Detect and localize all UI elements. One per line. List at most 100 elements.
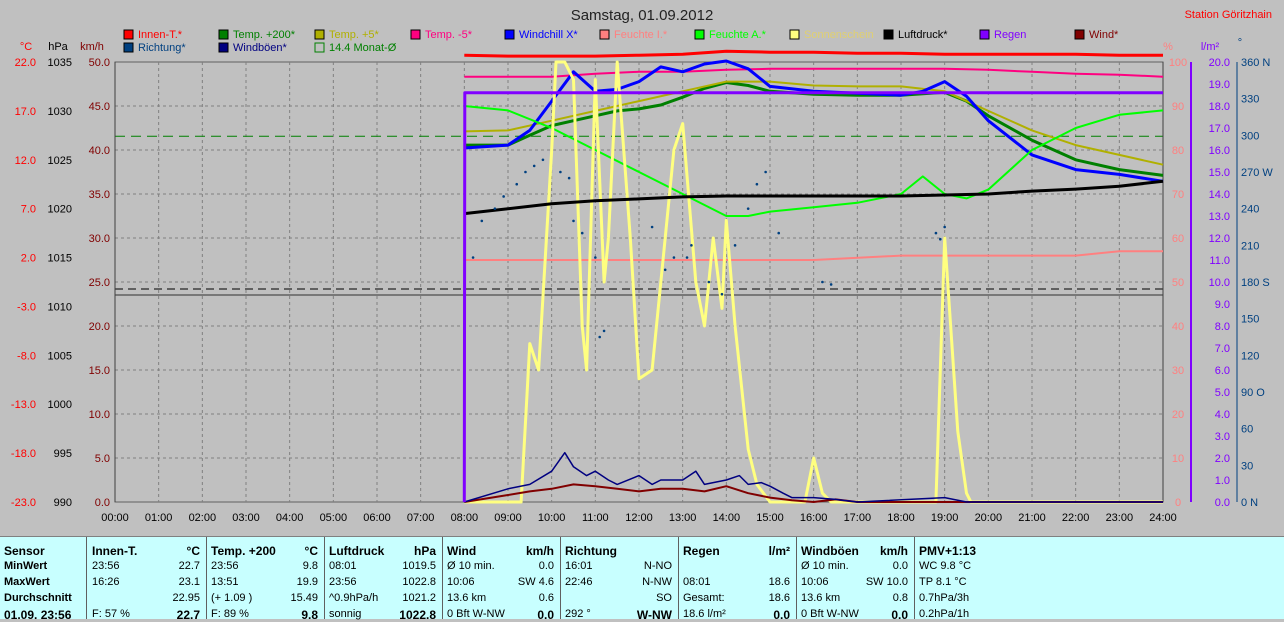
stats-boeen-row: 13.6 km 0.8 <box>801 592 908 604</box>
stats-wind-row: Ø 10 min. 0.0 <box>447 560 554 572</box>
stats-druck-header: Luftdruck <box>329 544 385 558</box>
x-tick-label: 14:00 <box>713 512 741 524</box>
direction-point <box>663 268 667 272</box>
stats-richtung-row: 16:01 N-NO <box>565 560 672 572</box>
series-line <box>464 59 1164 183</box>
legend-label: Temp. -5* <box>425 29 473 41</box>
legend-label: Innen-T.* <box>138 29 183 41</box>
legend-swatch <box>123 29 134 40</box>
direction-point <box>939 237 942 241</box>
stats-pmv-header: PMV+1:13 <box>919 544 977 558</box>
series-line <box>464 105 1164 217</box>
stats-wind-row: 10:06 SW 4.6 <box>447 576 554 588</box>
direction-point <box>685 256 689 259</box>
x-tick-label: 09:00 <box>494 512 522 524</box>
stats-avg-label: Durchschnitt <box>4 592 72 604</box>
direction-tick-label: 60 <box>1241 424 1253 436</box>
legend-swatch <box>314 42 325 53</box>
temp-tick-label: -3.0 <box>17 301 36 313</box>
legend-item: 14.4 Monat-Ø <box>314 42 397 54</box>
rain-tick-label: 7.0 <box>1215 343 1230 355</box>
x-tick-label: 04:00 <box>276 512 304 524</box>
stats-druck-unit: hPa <box>413 544 436 558</box>
stats-innen-row: F: 57 % 22.7 <box>92 608 200 622</box>
stats-regen-row: Gesamt: 18.6 <box>683 592 790 604</box>
x-tick-label: 23:00 <box>1106 512 1134 524</box>
stats-boeen-column: Windböen km/h Ø 10 min. 0.0 10:06 SW 10.0 13.6… <box>797 537 915 622</box>
stats-wind-header: Wind <box>447 544 477 558</box>
stats-innen-row: 23:56 22.7 <box>92 560 200 572</box>
direction-point <box>559 170 562 174</box>
stats-sensor-header: Sensor <box>4 544 45 558</box>
legend-label: Luftdruck* <box>898 29 948 41</box>
axis-unit-label: % <box>1163 41 1173 53</box>
rain-tick-label: 10.0 <box>1209 277 1230 289</box>
grid <box>115 62 1163 502</box>
temp-tick-label: -13.0 <box>11 399 36 411</box>
rain-tick-label: 17.0 <box>1209 123 1230 135</box>
humidity-tick-label: 50 <box>1172 277 1184 289</box>
legend-item: Temp. +5* <box>314 29 380 41</box>
legend-item: Regen <box>979 29 1026 41</box>
pressure-tick-label: 990 <box>54 497 72 509</box>
direction-point <box>672 256 676 259</box>
axis-unit-label: hPa <box>48 41 68 53</box>
direction-point <box>733 244 737 247</box>
stats-innen-column: Innen-T. °C 23:56 22.7 16:26 23.1 22.95 F: 57 %… <box>88 537 207 622</box>
humidity-tick-label: 60 <box>1172 233 1184 245</box>
direction-point <box>515 182 519 186</box>
series-line <box>464 67 1164 78</box>
pressure-tick-label: 1020 <box>48 204 72 216</box>
legend-item: Temp. +200* <box>218 29 296 41</box>
stats-innen-header: Innen-T. <box>92 544 138 558</box>
x-tick-label: 00:00 <box>101 512 129 524</box>
station-name: Station Göritzhain <box>1185 9 1272 21</box>
rain-tick-label: 13.0 <box>1209 211 1230 223</box>
temp-tick-label: -18.0 <box>11 448 36 460</box>
x-tick-label: 05:00 <box>320 512 348 524</box>
rain-tick-label: 14.0 <box>1209 189 1230 201</box>
pressure-tick-label: 1005 <box>48 350 72 362</box>
direction-point <box>934 231 938 235</box>
stats-wind-row: 13.6 km 0.6 <box>447 592 554 604</box>
pressure-tick-label: 995 <box>54 448 72 460</box>
pressure-tick-label: 1015 <box>48 253 72 265</box>
x-tick-label: 21:00 <box>1018 512 1046 524</box>
humidity-tick-label: 30 <box>1172 365 1184 377</box>
rain-tick-label: 20.0 <box>1209 57 1230 69</box>
rain-tick-label: 12.0 <box>1209 233 1230 245</box>
wind-tick-label: 10.0 <box>89 409 110 421</box>
stats-innen-row: 16:26 23.1 <box>92 576 200 588</box>
direction-point <box>746 207 750 210</box>
stats-pmv-row: WC 9.8 °C <box>919 560 972 572</box>
stats-pmv-column: PMV+1:13 WC 9.8 °C TP 8.1 °C 0.7hPa/3h 0… <box>915 537 1025 620</box>
direction-point <box>829 283 833 286</box>
stats-pmv-row: 0.7hPa/3h <box>919 592 970 604</box>
series-line <box>464 81 1164 177</box>
pressure-tick-label: 1025 <box>48 155 72 167</box>
series-line <box>462 91 1163 503</box>
legend-label: Temp. +5* <box>329 29 380 41</box>
legend-label: Feuchte I.* <box>614 29 668 41</box>
legend-swatch <box>123 42 134 53</box>
statistics-panel: Sensor MinWert MaxWert Durchschnitt 01.0… <box>0 536 1284 622</box>
legend-item: Wind* <box>1074 29 1119 41</box>
legend-swatch <box>979 29 990 40</box>
x-tick-label: 10:00 <box>538 512 566 524</box>
pressure-tick-label: 1000 <box>48 399 72 411</box>
wind-tick-label: 5.0 <box>95 453 110 465</box>
legend-swatch <box>314 29 325 40</box>
axis-unit-label: km/h <box>80 41 104 53</box>
wind-tick-label: 40.0 <box>89 145 110 157</box>
legend-swatch <box>694 29 705 40</box>
wind-tick-label: 50.0 <box>89 57 110 69</box>
direction-tick-label: 180 S <box>1241 277 1270 289</box>
temp-tick-label: 7.0 <box>21 204 36 216</box>
legend-swatch <box>218 29 229 40</box>
legend-label: Windchill X* <box>519 29 578 41</box>
series-line <box>464 60 1163 504</box>
wind-tick-label: 45.0 <box>89 101 110 113</box>
direction-point <box>598 335 601 339</box>
legend-item: Temp. -5* <box>410 29 473 41</box>
x-tick-label: 17:00 <box>844 512 872 524</box>
